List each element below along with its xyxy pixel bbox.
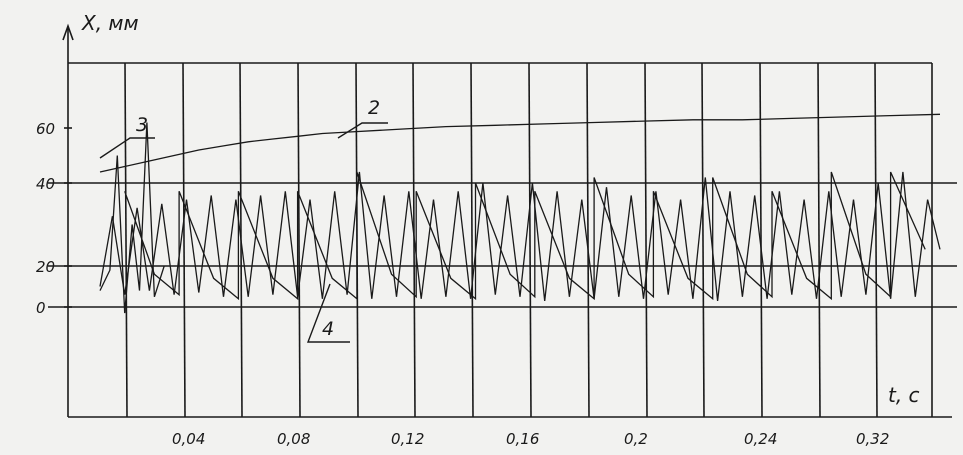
grid-line-vertical xyxy=(125,63,127,417)
curve-label-2: 2 xyxy=(368,97,380,119)
y-tick-label: 0 xyxy=(36,299,46,317)
series-line xyxy=(100,114,940,172)
grid-line-vertical xyxy=(818,63,820,417)
grid-line-vertical xyxy=(471,63,473,417)
curve-leaders xyxy=(100,123,388,342)
x-tick-labels: 0,04 0,08 0,12 0,16 0,2 0,24 0,32 xyxy=(172,430,889,448)
y-tick-labels: 60 40 20 0 xyxy=(36,120,72,317)
curve-label-4: 4 xyxy=(322,318,334,340)
x-tick-label: 0,12 xyxy=(391,430,424,448)
curve-label-3: 3 xyxy=(136,114,148,136)
leader-3 xyxy=(100,138,155,158)
y-axis-label: X, мм xyxy=(81,11,139,35)
x-tick-label: 0,16 xyxy=(506,430,539,448)
y-tick-label: 60 xyxy=(36,120,55,138)
series-traces xyxy=(100,114,940,313)
series-line xyxy=(100,172,940,301)
grid-line-vertical xyxy=(645,63,647,417)
x-tick-label: 0,32 xyxy=(856,430,889,448)
x-tick-label: 0,2 xyxy=(624,430,648,448)
y-tick-label: 40 xyxy=(36,175,55,193)
grid-line-vertical xyxy=(298,63,300,417)
grid-line-vertical xyxy=(702,63,704,417)
x-tick-label: 0,08 xyxy=(277,430,310,448)
x-tick-label: 0,24 xyxy=(744,430,777,448)
x-axis-label: t, c xyxy=(888,383,920,407)
grid-line-vertical xyxy=(183,63,185,417)
y-tick-label: 20 xyxy=(36,258,55,276)
series-line xyxy=(125,172,926,299)
grid-line-vertical xyxy=(529,63,531,417)
x-tick-label: 0,04 xyxy=(172,430,205,448)
